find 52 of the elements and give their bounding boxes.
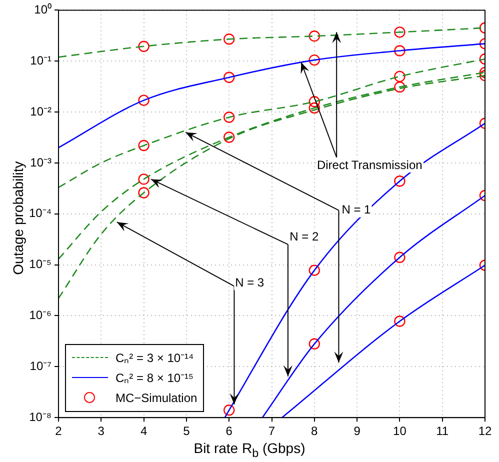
legend-label: Cₙ² = 8 × 10⁻¹⁵ <box>116 370 194 386</box>
annotation: Direct Transmission <box>316 158 422 172</box>
annotation: N = 1 <box>342 202 372 217</box>
x-tick-label: 10 <box>393 424 407 438</box>
x-tick-label: 2 <box>55 424 62 438</box>
point <box>308 96 320 108</box>
point <box>308 30 320 42</box>
point <box>394 316 406 327</box>
y-tick-label: 10⁻⁸ <box>29 410 52 424</box>
legend-label: Cₙ² = 3 × 10⁻¹⁴ <box>116 350 194 366</box>
point <box>138 94 150 106</box>
point <box>394 45 406 56</box>
y-tick-label: 10⁻¹ <box>30 53 52 68</box>
point <box>308 102 320 114</box>
y-tick-label: 10⁻⁷ <box>30 358 52 373</box>
y-axis-title: Outage probability <box>10 160 26 277</box>
point <box>138 187 150 198</box>
x-tick-label: 9 <box>354 424 361 438</box>
point <box>394 26 406 38</box>
point <box>138 174 150 185</box>
x-axis-title: Bit rate R$_{b}$ (Gbps) <box>192 440 306 460</box>
legend-label: MC−Simulation <box>116 390 198 405</box>
y-tick-label: 10⁻⁵ <box>29 257 52 272</box>
point <box>138 140 150 152</box>
y-tick-label: 10⁻⁶ <box>29 308 52 322</box>
x-tick-label: 4 <box>140 424 148 438</box>
y-tick-label: 10⁻² <box>30 104 52 118</box>
y-tick-label: 10⁻⁴ <box>28 206 52 220</box>
point <box>138 40 150 52</box>
point <box>394 70 406 82</box>
point <box>394 176 406 187</box>
point <box>224 34 235 45</box>
point <box>308 264 320 276</box>
x-tick-label: 5 <box>183 424 190 438</box>
point <box>308 338 320 350</box>
annotation: N = 3 <box>235 275 264 290</box>
x-tick-label: 8 <box>311 424 318 438</box>
y-tick-label: 10⁻³ <box>30 155 52 170</box>
point <box>224 72 235 83</box>
point <box>394 81 406 93</box>
point <box>224 404 235 416</box>
point <box>224 132 235 143</box>
annotation: N = 2 <box>290 230 320 244</box>
point <box>224 112 235 123</box>
point <box>308 54 320 66</box>
x-tick-label: 12 <box>478 424 492 438</box>
y-tick-label: 10⁰ <box>34 2 52 17</box>
x-tick-label: 3 <box>98 424 105 438</box>
point <box>394 252 406 263</box>
x-tick-label: 6 <box>226 424 233 438</box>
x-tick-label: 7 <box>268 424 276 438</box>
x-tick-label: 11 <box>436 424 449 438</box>
